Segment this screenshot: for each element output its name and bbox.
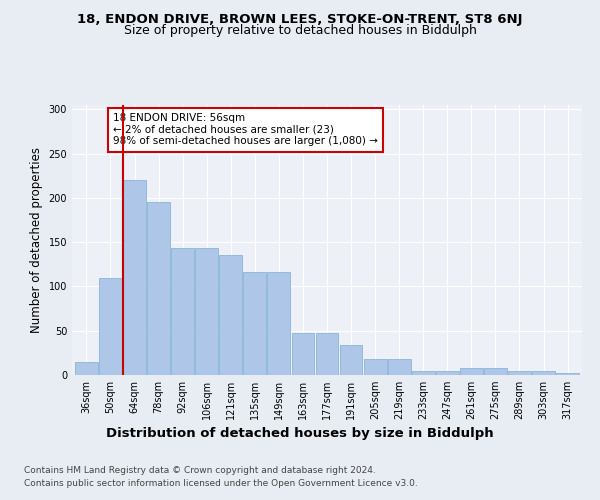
Text: 18, ENDON DRIVE, BROWN LEES, STOKE-ON-TRENT, ST8 6NJ: 18, ENDON DRIVE, BROWN LEES, STOKE-ON-TR… [77,12,523,26]
Bar [220,256,242,375]
Bar [195,248,218,375]
Bar [292,332,314,375]
Bar [412,370,434,375]
Bar [316,332,338,375]
Bar [171,248,194,375]
Text: Contains HM Land Registry data © Crown copyright and database right 2024.: Contains HM Land Registry data © Crown c… [24,466,376,475]
Text: Contains public sector information licensed under the Open Government Licence v3: Contains public sector information licen… [24,479,418,488]
Bar [556,373,579,375]
Bar [460,368,483,375]
Text: 18 ENDON DRIVE: 56sqm
← 2% of detached houses are smaller (23)
98% of semi-detac: 18 ENDON DRIVE: 56sqm ← 2% of detached h… [113,113,377,146]
Bar [508,372,531,375]
Bar [99,278,122,375]
Y-axis label: Number of detached properties: Number of detached properties [30,147,43,333]
Text: Distribution of detached houses by size in Biddulph: Distribution of detached houses by size … [106,428,494,440]
Bar [484,368,507,375]
Bar [268,272,290,375]
Text: Size of property relative to detached houses in Biddulph: Size of property relative to detached ho… [124,24,476,37]
Bar [436,370,459,375]
Bar [244,272,266,375]
Bar [340,345,362,375]
Bar [123,180,146,375]
Bar [532,372,555,375]
Bar [364,359,386,375]
Bar [388,359,410,375]
Bar [75,362,98,375]
Bar [147,202,170,375]
